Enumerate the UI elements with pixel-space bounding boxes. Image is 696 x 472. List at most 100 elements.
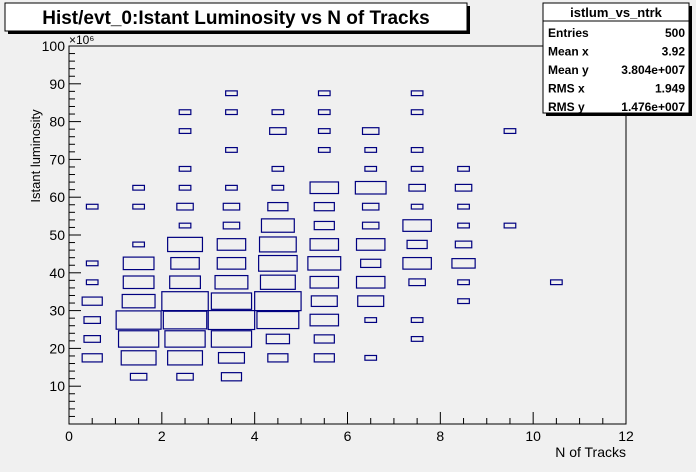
histogram-cell [222,202,241,211]
histogram-cell [258,254,298,272]
y-tick-label: 70 [49,151,65,167]
histogram-cell [549,279,563,286]
histogram-cell [132,184,146,191]
histogram-cell [259,274,296,290]
histogram-cell [410,165,424,172]
histogram-cell [265,333,291,345]
histogram-cell [364,165,378,172]
x-tick-label: 0 [65,428,73,444]
histogram-cell [360,258,382,269]
y-axis-ticks: 10 20 30 40 50 60 70 80 90 100 [42,38,81,425]
histogram-cell [225,146,238,153]
chart-title: Hist/evt_0:Istant Luminosity vs N of Tra… [42,8,430,29]
histogram-cell [83,335,102,343]
x-tick-label: 12 [618,428,634,444]
histogram-cell [317,90,331,97]
x-tick-label: 6 [344,428,352,444]
histogram-cell [269,127,287,135]
y-tick-label: 30 [49,303,65,319]
title-box [4,2,468,32]
histogram-cell [214,274,249,290]
stats-value: 500 [665,26,685,40]
histogram-cell [355,275,386,289]
histogram-cell [222,221,241,230]
histogram-cell [120,350,157,366]
histogram-cell [457,165,470,172]
histogram-cell [267,353,289,363]
histogram-cell [313,334,335,344]
histogram-cell [178,128,192,135]
histogram-cell [178,165,192,172]
histogram-cell [313,353,335,363]
histogram-cell [457,298,470,305]
histogram-cell [117,330,160,348]
histogram-cell [132,203,146,210]
histogram-cell [355,238,386,251]
x-tick-label: 2 [158,428,166,444]
histogram-cell [410,203,424,210]
histogram-cell [225,109,238,116]
histogram-cell [178,109,192,116]
histogram-cell [410,317,424,324]
histogram-cell [256,310,300,330]
histogram-cell [410,146,424,153]
histogram-cell [216,256,247,270]
stats-label: Entries [548,26,589,40]
histogram-cell [410,109,424,116]
histogram-cell [503,222,517,229]
histogram-cell [457,222,470,229]
histogram-cell [402,219,432,232]
histogram-cell [317,109,331,116]
stats-value: 1.949 [655,82,685,96]
plot-area [68,45,627,425]
histogram-cell [170,256,200,270]
histogram-cell [408,183,426,192]
histogram-cell [81,296,103,306]
histogram-cell [167,236,204,253]
y-axis-exponent: ×10⁶ [69,33,94,47]
histogram-cell [216,238,247,251]
histogram-cell [361,202,380,211]
histogram-cell [225,184,238,191]
stats-label: RMS x [548,82,585,96]
histogram-cell [503,128,517,135]
histogram-cell [217,351,246,364]
histogram-cell [309,313,340,327]
histogram-cell [271,109,285,116]
y-tick-label: 10 [49,378,65,394]
histogram-cell [178,222,192,229]
y-tick-label: 100 [42,38,66,54]
x-tick-label: 4 [251,428,259,444]
histogram-cell [162,310,208,330]
x-tick-label: 10 [525,428,541,444]
stats-name: istlum_vs_ntrk [570,5,663,20]
stats-value: 3.804e+007 [621,63,685,77]
histogram-cell [457,203,470,210]
stats-label: RMS y [548,100,585,114]
histogram-cell [164,330,206,348]
y-tick-label: 50 [49,227,65,243]
y-tick-label: 90 [49,76,65,92]
histogram-cell [354,180,387,195]
x-tick-label: 8 [436,428,444,444]
histogram-cell [309,275,340,289]
histogram-cell [225,90,238,97]
histogram-cell [408,278,426,287]
histogram-cell [85,260,99,267]
histogram-cells [81,90,563,382]
histogram-cell [317,146,331,153]
histogram-cell [121,293,156,309]
histogram-cell [361,127,380,135]
stats-value: 1.476e+007 [621,100,685,114]
histogram-cell [83,316,102,324]
histogram-cell [309,181,340,195]
histogram-cell [210,292,253,310]
histogram-cell [271,184,285,191]
y-tick-label: 60 [49,189,65,205]
y-tick-label: 40 [49,265,65,281]
histogram-cell [129,372,148,381]
histogram-cell [364,317,378,324]
histogram-cell [410,90,424,97]
histogram-cell [267,201,289,212]
stats-value: 3.92 [662,45,686,59]
